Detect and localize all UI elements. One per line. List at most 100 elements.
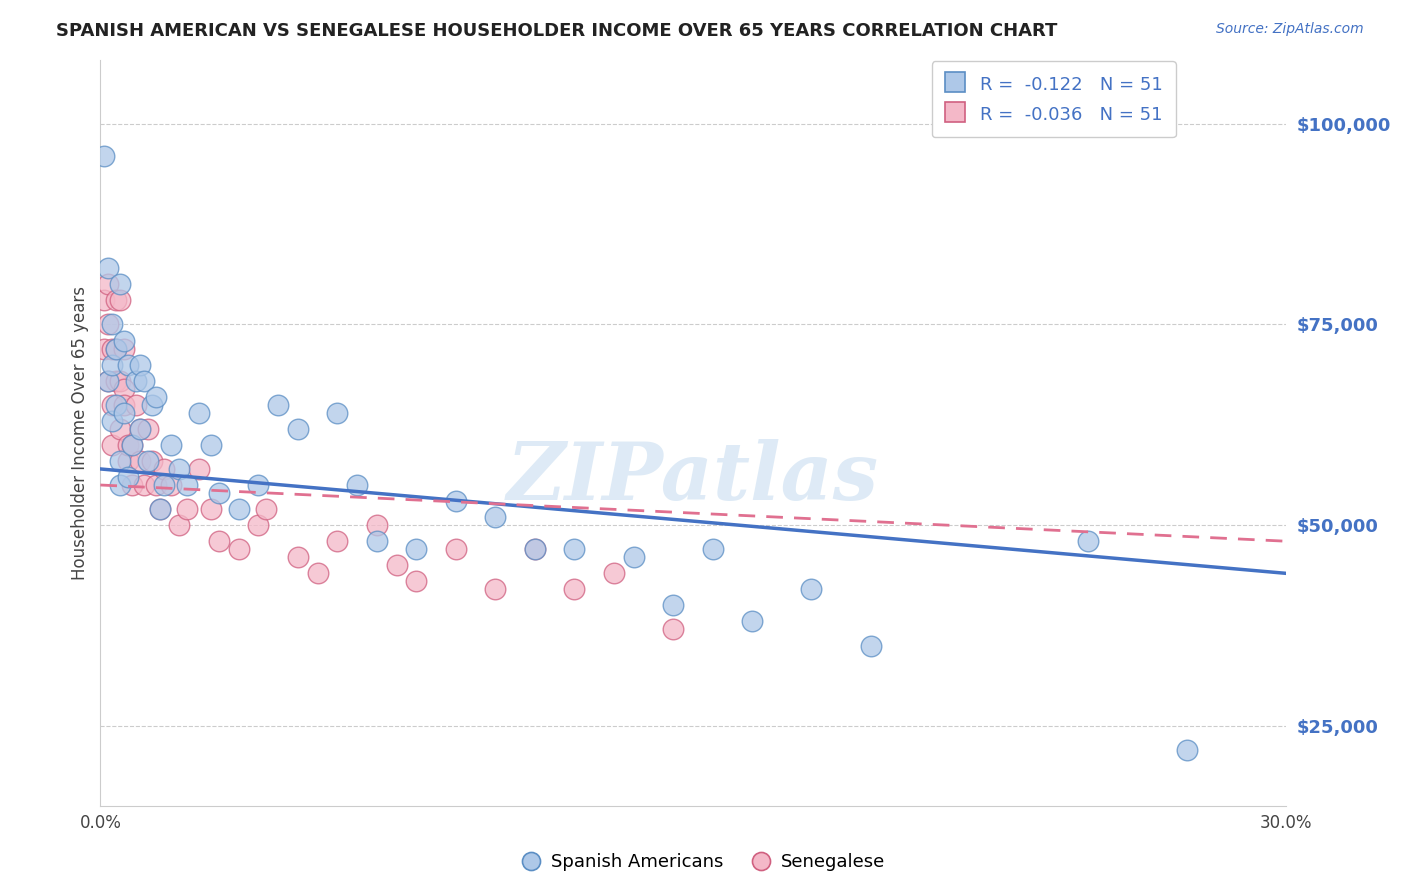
Point (287, 422, 309, 436)
Point (152, 478, 174, 492)
Point (405, 574, 427, 589)
Point (141, 454, 163, 468)
Point (149, 502, 172, 516)
Legend: Spanish Americans, Senegalese: Spanish Americans, Senegalese (513, 847, 893, 879)
Point (125, 374, 148, 388)
Text: ZIPatlas: ZIPatlas (508, 439, 879, 516)
Point (101, 438, 124, 452)
Point (117, 438, 139, 452)
Point (169, 518, 191, 533)
Point (228, 502, 250, 516)
Text: SPANISH AMERICAN VS SENEGALESE HOUSEHOLDER INCOME OVER 65 YEARS CORRELATION CHAR: SPANISH AMERICAN VS SENEGALESE HOUSEHOLD… (56, 22, 1057, 40)
Point (484, 510, 506, 524)
Point (247, 518, 270, 533)
Point (101, 398, 124, 412)
Point (93, 342, 115, 356)
Legend: R =  -0.122   N = 51, R =  -0.036   N = 51: R = -0.122 N = 51, R = -0.036 N = 51 (932, 62, 1175, 137)
Point (128, 422, 150, 436)
Point (523, 542, 546, 557)
Point (97, 277, 120, 292)
Point (188, 462, 211, 476)
Point (101, 358, 124, 372)
Point (662, 623, 685, 637)
Point (112, 382, 135, 396)
Point (112, 398, 135, 412)
Point (208, 486, 231, 500)
Point (105, 398, 128, 412)
Point (385, 558, 408, 573)
Point (702, 542, 724, 557)
Point (564, 582, 586, 597)
Point (108, 374, 131, 388)
Point (101, 318, 124, 332)
Point (105, 342, 128, 356)
Point (160, 478, 183, 492)
Point (145, 390, 167, 404)
Point (117, 454, 139, 468)
Point (623, 550, 645, 565)
Point (603, 566, 626, 581)
Point (741, 615, 763, 629)
Point (326, 406, 349, 420)
Point (112, 406, 135, 420)
Point (405, 542, 427, 557)
Point (200, 502, 222, 516)
Point (326, 534, 349, 549)
Point (145, 478, 167, 492)
Point (125, 398, 148, 412)
Point (108, 422, 131, 436)
Point (128, 358, 150, 372)
Point (176, 478, 198, 492)
Point (93, 293, 115, 308)
Point (121, 478, 143, 492)
Point (247, 478, 270, 492)
Point (444, 494, 467, 508)
Point (307, 566, 329, 581)
Point (484, 582, 506, 597)
Point (366, 518, 388, 533)
Point (105, 293, 128, 308)
Point (128, 422, 150, 436)
Point (859, 639, 882, 653)
Point (97, 261, 120, 276)
Point (136, 454, 159, 468)
Point (108, 478, 131, 492)
Point (1077, 534, 1099, 549)
Point (1175, 743, 1198, 757)
Point (228, 542, 250, 557)
Point (176, 502, 198, 516)
Point (188, 406, 211, 420)
Point (800, 582, 823, 597)
Point (117, 470, 139, 484)
Point (160, 438, 183, 452)
Point (152, 462, 174, 476)
Point (105, 374, 128, 388)
Point (112, 334, 135, 348)
Point (97, 374, 120, 388)
Point (101, 414, 124, 428)
Point (523, 542, 546, 557)
Point (564, 542, 586, 557)
Y-axis label: Householder Income Over 65 years: Householder Income Over 65 years (72, 285, 89, 580)
Point (108, 277, 131, 292)
Point (287, 550, 309, 565)
Point (254, 502, 277, 516)
Point (267, 398, 290, 412)
Point (366, 534, 388, 549)
Point (101, 342, 124, 356)
Point (444, 542, 467, 557)
Point (112, 342, 135, 356)
Point (132, 374, 155, 388)
Text: Source: ZipAtlas.com: Source: ZipAtlas.com (1216, 22, 1364, 37)
Point (97, 374, 120, 388)
Point (117, 358, 139, 372)
Point (141, 398, 163, 412)
Point (93, 149, 115, 163)
Point (97, 318, 120, 332)
Point (169, 462, 191, 476)
Point (346, 478, 368, 492)
Point (121, 438, 143, 452)
Point (108, 293, 131, 308)
Point (105, 342, 128, 356)
Point (208, 534, 231, 549)
